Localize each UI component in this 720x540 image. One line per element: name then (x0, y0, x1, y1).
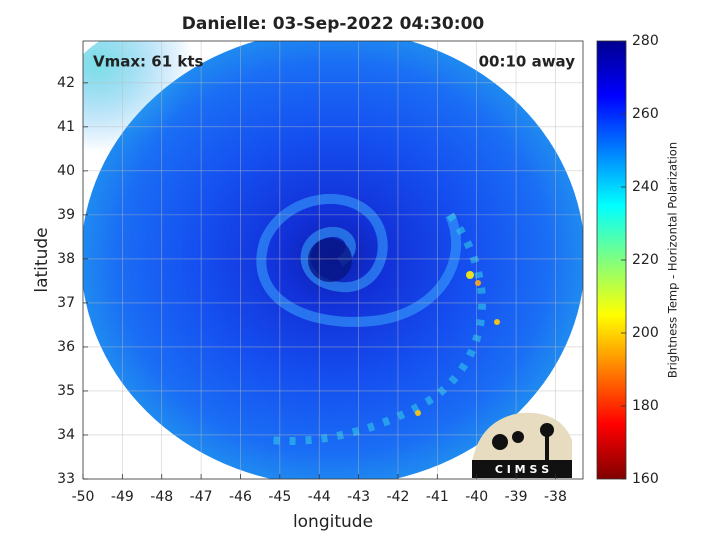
x-tick-label: -45 (268, 489, 291, 505)
x-tick-label: -42 (387, 489, 410, 505)
plot-frame (82, 40, 584, 480)
chart-title: Danielle: 03-Sep-2022 04:30:00 (182, 14, 485, 34)
x-tick-label: -48 (150, 489, 173, 505)
y-tick-label: 34 (57, 427, 75, 443)
x-axis-label: longitude (293, 512, 373, 532)
x-tick-label: -44 (308, 489, 331, 505)
colorbar-tick-label: 180 (632, 398, 659, 414)
logo-dish (512, 431, 524, 443)
spiral-band (269, 212, 487, 445)
colorbar-tick-label: 260 (632, 106, 659, 122)
logo-tower (545, 430, 549, 460)
convection (494, 319, 500, 325)
colorbar-tick-label: 160 (632, 471, 659, 487)
y-tick-label: 42 (57, 75, 75, 91)
colorbar-tick-label: 220 (632, 252, 659, 268)
y-tick-label: 37 (57, 295, 75, 311)
colorbar-tick-label: 240 (632, 179, 659, 195)
y-tick-label: 39 (57, 207, 75, 223)
colorbar-label: Brightness Temp - Horizontal Polarizatio… (666, 142, 680, 378)
logo-base (472, 460, 572, 478)
y-tick-label: 35 (57, 383, 75, 399)
x-tick-label: -43 (347, 489, 370, 505)
y-axis-label: latitude (32, 227, 52, 292)
colorbar-tick-label: 200 (632, 325, 659, 341)
x-tick-label: -40 (465, 489, 488, 505)
y-tick-label: 38 (57, 251, 75, 267)
y-tick-label: 40 (57, 163, 75, 179)
y-tick-label: 36 (57, 339, 75, 355)
logo-dish (492, 434, 508, 450)
eye (308, 238, 352, 282)
x-tick-label: -50 (72, 489, 95, 505)
convection (415, 410, 421, 416)
convection (475, 280, 481, 286)
x-tick-label: -38 (544, 489, 567, 505)
convection (466, 271, 474, 279)
satellite-image (83, 41, 583, 479)
spiral-band (256, 194, 462, 327)
logo: C I M S S (472, 412, 572, 478)
x-tick-label: -47 (190, 489, 213, 505)
logo-tower (540, 423, 554, 437)
x-tick-label: -39 (505, 489, 528, 505)
x-tick-label: -41 (426, 489, 449, 505)
logo-text: C I M S S (495, 463, 549, 476)
y-tick-label: 41 (57, 119, 75, 135)
annotation: 00:10 away (479, 53, 576, 71)
y-tick-label: 33 (57, 471, 75, 487)
annotation: Vmax: 61 kts (93, 53, 203, 71)
x-tick-label: -46 (229, 489, 252, 505)
x-tick-label: -49 (111, 489, 134, 505)
colorbar-tick-label: 280 (632, 33, 659, 49)
image-haze (83, 41, 290, 240)
